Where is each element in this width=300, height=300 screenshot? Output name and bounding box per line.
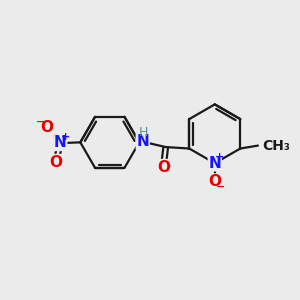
Text: N: N bbox=[208, 156, 221, 171]
Text: H: H bbox=[138, 126, 148, 139]
Text: N: N bbox=[54, 135, 67, 150]
Text: −: − bbox=[36, 117, 45, 127]
Text: +: + bbox=[215, 152, 224, 162]
Text: O: O bbox=[157, 160, 170, 175]
Text: O: O bbox=[50, 154, 62, 169]
Text: +: + bbox=[61, 132, 70, 142]
Text: CH₃: CH₃ bbox=[262, 139, 290, 153]
Text: −: − bbox=[216, 182, 225, 192]
Text: O: O bbox=[40, 120, 54, 135]
Text: O: O bbox=[208, 174, 221, 189]
Text: N: N bbox=[136, 134, 149, 149]
